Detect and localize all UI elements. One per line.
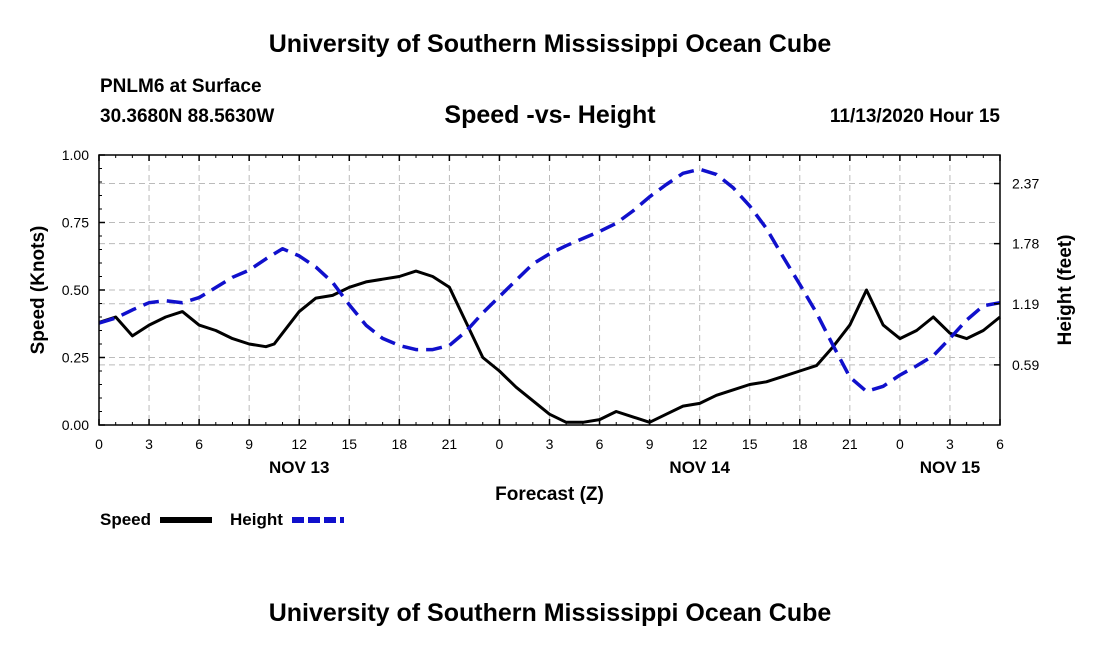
y2-tick-label: 1.78	[1012, 236, 1039, 252]
y-tick-label: 0.25	[62, 350, 89, 366]
x-tick-label: 15	[341, 436, 357, 452]
x-tick-label: 9	[245, 436, 253, 452]
y2-axis-title: Height (feet)	[1055, 235, 1076, 346]
chart-title: Speed -vs- Height	[444, 101, 656, 129]
y2-tick-label: 1.19	[1012, 296, 1039, 312]
y-tick-label: 0.50	[62, 282, 89, 298]
x-tick-label: 21	[842, 436, 858, 452]
legend: Speed Height	[100, 510, 344, 529]
y-axis-title: Speed (Knots)	[28, 226, 49, 355]
x-tick-label: 6	[195, 436, 203, 452]
x-tick-label: 12	[692, 436, 708, 452]
y-tick-label: 0.00	[62, 417, 89, 433]
x-tick-label: 3	[946, 436, 954, 452]
x-tick-label: 0	[496, 436, 504, 452]
day-label: NOV 15	[920, 458, 980, 477]
x-tick-label: 21	[442, 436, 458, 452]
y2-tick-label: 2.37	[1012, 176, 1039, 192]
day-label: NOV 13	[269, 458, 329, 477]
station-label: PNLM6 at Surface	[100, 76, 262, 97]
x-axis-title: Forecast (Z)	[495, 484, 604, 505]
x-tick-label: 18	[792, 436, 808, 452]
grid-lines	[99, 155, 1000, 425]
y2-tick-label: 0.59	[1012, 357, 1039, 373]
y-tick-label: 1.00	[62, 147, 89, 163]
x-tick-label: 15	[742, 436, 758, 452]
series-speed-line	[98, 269, 1001, 424]
x-tick-label: 6	[996, 436, 1004, 452]
x-tick-label: 0	[896, 436, 904, 452]
series-lines	[98, 167, 1001, 424]
y-tick-label: 0.75	[62, 215, 89, 231]
axis-labels: 0 3 6 9 12 15 18 21 0 3 6 9 12 15 18 21 0 3 6 0.00 0.25 0.50 0…	[28, 147, 1076, 505]
x-tick-label: 18	[392, 436, 408, 452]
x-tick-label: 3	[546, 436, 554, 452]
x-tick-label: 6	[596, 436, 604, 452]
x-tick-label: 9	[646, 436, 654, 452]
station-coordinates: 30.3680N 88.5630W	[100, 106, 275, 127]
site-title: University of Southern Mississippi Ocean…	[268, 30, 832, 58]
legend-speed-label: Speed	[100, 510, 151, 529]
axis-ticks	[98, 154, 1001, 426]
x-tick-label: 12	[291, 436, 307, 452]
x-tick-label: 0	[95, 436, 103, 452]
footer-site-title: University of Southern Mississippi Ocean…	[268, 599, 832, 627]
forecast-datetime: 11/13/2020 Hour 15	[829, 106, 1000, 127]
legend-height-label: Height	[230, 510, 283, 529]
day-label: NOV 14	[669, 458, 730, 477]
x-tick-label: 3	[145, 436, 153, 452]
